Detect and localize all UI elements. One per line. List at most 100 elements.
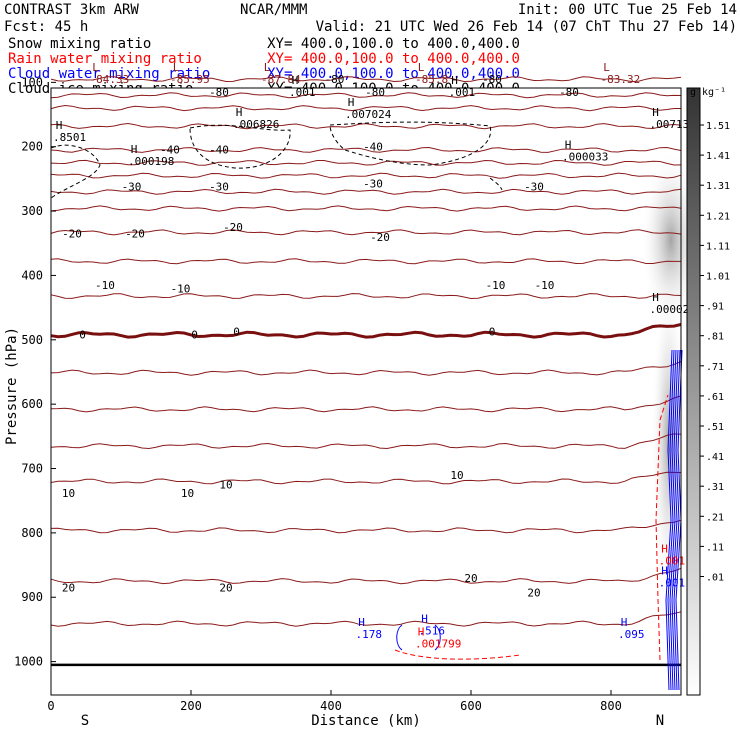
legend-snow-label: Snow mixing ratio: [8, 36, 151, 52]
extremum-value: -87.84: [261, 73, 301, 86]
colorbar-tick-label: 1.01: [706, 272, 730, 283]
isotherm--35: [50, 159, 682, 166]
colorbar-tick-label: .11: [706, 542, 724, 553]
colorbar-tick-label: .51: [706, 422, 724, 433]
rain-contour: [655, 394, 669, 661]
isotherm--10: [50, 258, 681, 265]
cloud-water-contour: [673, 349, 681, 691]
x-tick-label: 0: [47, 699, 54, 713]
contour-label: 20: [219, 582, 232, 595]
contour-label: -10: [171, 282, 191, 295]
extremum-marker: H: [292, 74, 299, 87]
contour-label: -10: [95, 279, 115, 292]
x-tick-label: 400: [320, 699, 342, 713]
title-valid-time: Valid: 21 UTC Wed 26 Feb 14 (07 ChT Thu …: [316, 19, 737, 35]
extremum-value: .8501: [53, 131, 86, 144]
isotherm-25: [50, 519, 682, 534]
cloud-water-contour: [671, 349, 679, 691]
x-tick-label: 600: [460, 699, 482, 713]
extremum-marker: H: [358, 616, 365, 629]
contour-label: -10: [535, 279, 555, 292]
plot-background: [51, 88, 701, 695]
y-tick-label: 500: [21, 333, 43, 347]
isotherm--25: [50, 188, 682, 195]
contour-label: -80: [325, 73, 345, 86]
extremum-value: .001: [449, 86, 476, 99]
y-tick-label: 100: [21, 75, 43, 89]
rain-surface-contour: [394, 649, 521, 660]
isotherm-10: [50, 395, 682, 413]
colorbar-tick-label: .61: [706, 392, 724, 403]
colorbar-tick-label: 1.11: [706, 241, 730, 252]
extremum-marker: L: [92, 61, 99, 74]
x-tick-label: 800: [600, 699, 622, 713]
contour-labels: -80 -80 -80 -80 -80 -40 -40 -40 -30 -30 -30 -30 -20 -…: [62, 73, 579, 600]
legend-rain-label: Rain water mixing ratio: [8, 51, 202, 67]
y-tick-label: 300: [21, 204, 43, 218]
extremum-marker: H: [421, 613, 428, 626]
x-axis-title: Distance (km): [311, 713, 421, 729]
cloud-ice-contour: [50, 121, 503, 199]
isotherm--70: [50, 92, 682, 99]
extremum-value: -85.8: [415, 73, 448, 86]
cloud-water-contour: [669, 349, 677, 691]
extremum-marker: H: [56, 119, 63, 132]
contour-label: 0: [191, 329, 198, 342]
colorbar-tick-label: .91: [706, 302, 724, 313]
isotherm-30: [50, 567, 682, 585]
colorbar-tick-label: .01: [706, 573, 724, 584]
isotherm--80: [50, 76, 682, 83]
extremum-value: .001: [659, 576, 686, 589]
legend-rain-xy: XY= 400.0,100.0 to 400.0,400.0: [267, 51, 520, 67]
cloud-water-contour: [667, 349, 675, 691]
y-tick-label: 400: [21, 268, 43, 282]
extremum-value: .001: [659, 554, 686, 567]
contour-label: -20: [62, 228, 82, 241]
extremum-marker: H: [661, 542, 668, 555]
contour-label: 10: [450, 469, 463, 482]
colorbar-tick-label: .81: [706, 332, 724, 343]
contour-label: -80: [482, 73, 502, 86]
isotherm-5: [50, 361, 682, 376]
colorbar-tick-label: 1.41: [706, 151, 730, 162]
plot-area: [51, 88, 681, 695]
contour-label: 10: [62, 487, 75, 500]
isotherm--20: [50, 205, 682, 212]
contour-label: -80: [365, 86, 385, 99]
isotherm--15: [50, 229, 682, 236]
colorbar-tick-label: .31: [706, 482, 724, 493]
title-model: CONTRAST 3km ARW: [4, 2, 139, 18]
contour-label: -30: [122, 181, 142, 194]
contour-label: 20: [527, 587, 540, 600]
contour-label: 20: [62, 582, 75, 595]
isotherm-15: [50, 433, 682, 450]
contour-label: 10: [219, 479, 232, 492]
contour-label: 10: [181, 487, 194, 500]
extremum-marker: H: [621, 616, 628, 629]
extremum-marker: H: [131, 143, 138, 156]
contour-label: 0: [233, 325, 240, 338]
extremum-marker: L: [173, 61, 180, 74]
contour-label: -10: [486, 279, 506, 292]
y-tick-label: 600: [21, 397, 43, 411]
colorbar-ramp: [686, 87, 701, 696]
cloud-ice-shading: [641, 150, 701, 330]
title-init: Init: 00 UTC Tue 25 Feb 14: [518, 2, 737, 18]
isotherm-20: [50, 471, 682, 485]
contour-label: 0: [79, 329, 86, 342]
colorbar-tick-label: .21: [706, 512, 724, 523]
extremum-marker: H: [236, 106, 243, 119]
extremum-value: .001799: [415, 638, 461, 651]
extremum-marker: H: [652, 291, 659, 304]
cloud-water-surface-contour: [396, 624, 441, 651]
colorbar-tick-label: .41: [706, 452, 724, 463]
y-tick-label: 1000: [14, 655, 43, 669]
contour-label: -40: [160, 143, 180, 156]
extremum-value: .001: [289, 86, 316, 99]
extremum-value: .000033: [562, 150, 608, 163]
colorbar-tick-label: 1.51: [706, 121, 730, 132]
extremum-value: .178: [356, 628, 383, 641]
contour-label: -30: [363, 177, 383, 190]
extremum-marker: L: [264, 61, 271, 74]
